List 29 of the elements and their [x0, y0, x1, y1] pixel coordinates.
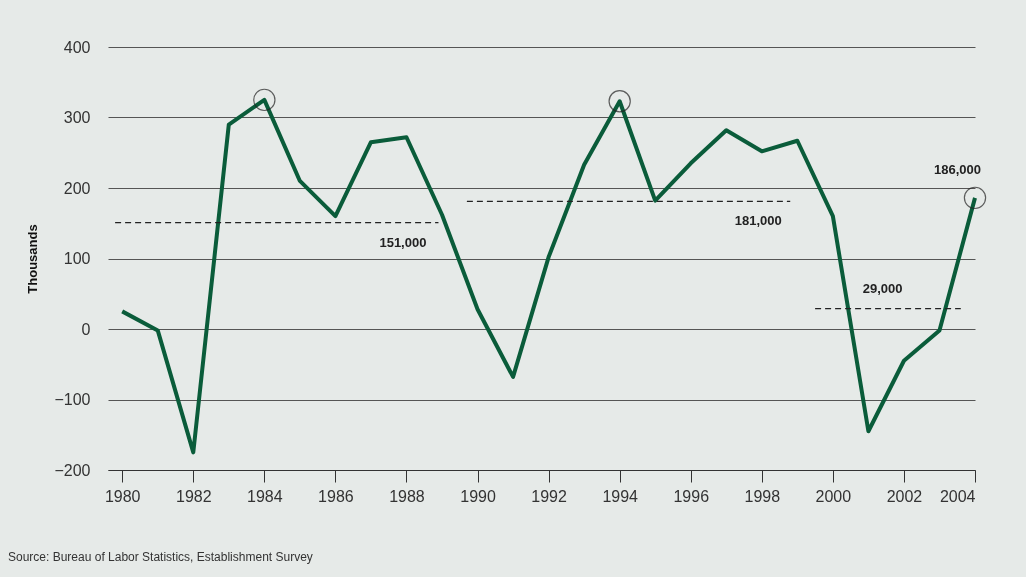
point [253, 88, 276, 112]
x-tick-label: 1992 [531, 487, 568, 505]
point [608, 90, 631, 113]
x-tick-label: 1984 [247, 487, 283, 505]
x-tick-label: 1998 [744, 487, 781, 505]
y-tick-label: 400 [63, 38, 91, 56]
annotation: 181,000 [734, 213, 782, 229]
y-tick-label: 100 [63, 250, 91, 267]
annotation: 151,000 [379, 234, 427, 250]
x-tick-label: 2002 [886, 487, 923, 505]
x-tick-label: 1988 [389, 487, 425, 505]
point [963, 186, 987, 210]
x-tick-label: 1996 [673, 487, 710, 505]
y-tick-label: 0 [81, 320, 91, 338]
x-tick-label: 1982 [175, 487, 212, 505]
x-tick-label: 1994 [602, 487, 639, 505]
annotation: 186,000 [934, 161, 981, 177]
y-tick-label: 200 [63, 179, 91, 197]
source-note: Source: Bureau of Labor Statistics, Establishment Survey [8, 550, 313, 564]
y-tick-label: 300 [63, 109, 91, 126]
y-tick-label: −200 [54, 461, 91, 479]
x-tick-label: 2000 [815, 487, 852, 505]
y-axis-title: Thousands [25, 224, 41, 294]
x-tick-label: 2004 [939, 487, 976, 505]
annotation: 29,000 [862, 280, 903, 296]
y-tick-label: −100 [54, 391, 91, 408]
x-tick-label: 1990 [460, 487, 496, 505]
x-tick-label: 1986 [318, 487, 354, 505]
x-tick-label: 1980 [104, 487, 141, 505]
